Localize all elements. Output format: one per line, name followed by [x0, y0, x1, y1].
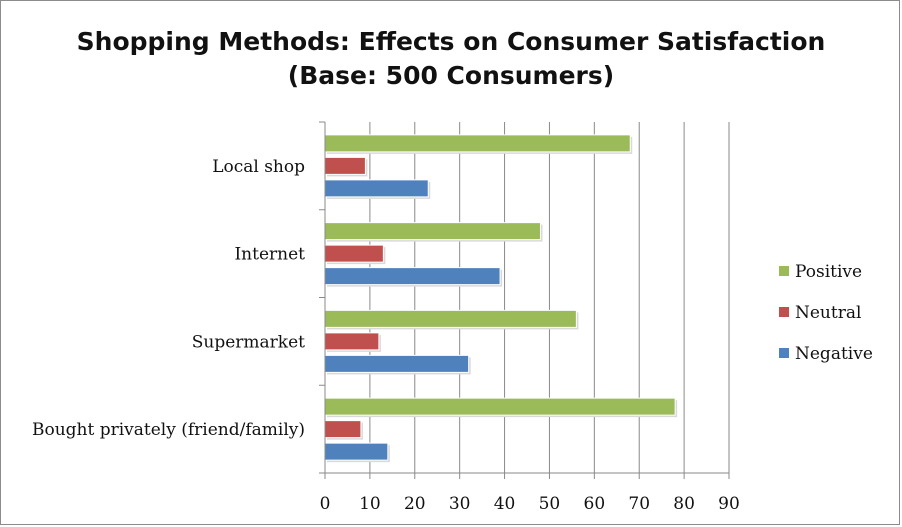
- bar-positive-2: [324, 309, 577, 328]
- y-axis-category-labels: Local shop Internet Supermarket Bought priv…: [32, 157, 305, 440]
- category-label: Supermarket: [192, 332, 305, 352]
- x-axis-tick-labels: 0 10 20 30 40 50 60 70 80 90: [320, 494, 740, 514]
- bar-negative-2: [324, 354, 470, 373]
- legend-label-neutral: Neutral: [795, 303, 861, 323]
- category-label: Bought privately (friend/family): [32, 420, 305, 440]
- chart-subtitle: (Base: 500 Consumers): [287, 61, 615, 90]
- x-tick-label-0: 0: [320, 494, 331, 514]
- category-label: Internet: [234, 245, 305, 265]
- x-tick-label-60: 60: [584, 494, 606, 514]
- bar-negative-1: [324, 267, 501, 286]
- bar-neutral-0: [324, 156, 366, 175]
- x-tick-label-90: 90: [718, 494, 740, 514]
- bar-negative-0: [324, 179, 429, 198]
- chart-title-block: Shopping Methods: Effects on Consumer Sa…: [1, 25, 901, 93]
- category-label: Local shop: [212, 157, 305, 177]
- legend-swatch-negative: [779, 348, 789, 358]
- legend-label-negative: Negative: [795, 344, 873, 364]
- x-tick-label-20: 20: [404, 494, 426, 514]
- bar-neutral-1: [324, 244, 384, 263]
- x-tick-label-10: 10: [359, 494, 381, 514]
- bar-positive-3: [324, 397, 676, 416]
- bar-positive-1: [324, 222, 541, 241]
- bar-negative-3: [324, 442, 389, 461]
- bar-neutral-3: [324, 420, 362, 439]
- bar-neutral-2: [324, 332, 380, 351]
- x-tick-label-30: 30: [449, 494, 471, 514]
- chart-title: Shopping Methods: Effects on Consumer Sa…: [76, 27, 826, 56]
- legend: Positive Neutral Negative: [779, 262, 873, 364]
- bar-positive-0: [324, 134, 631, 153]
- grid-lines: [369, 122, 730, 473]
- legend-swatch-positive: [779, 266, 789, 276]
- x-tick-label-80: 80: [673, 494, 695, 514]
- x-tick-label-40: 40: [494, 494, 516, 514]
- axes: [319, 121, 730, 479]
- x-tick-label-50: 50: [539, 494, 561, 514]
- bars: [324, 134, 678, 463]
- legend-swatch-neutral: [779, 307, 789, 317]
- x-tick-label-70: 70: [628, 494, 650, 514]
- legend-label-positive: Positive: [795, 262, 862, 282]
